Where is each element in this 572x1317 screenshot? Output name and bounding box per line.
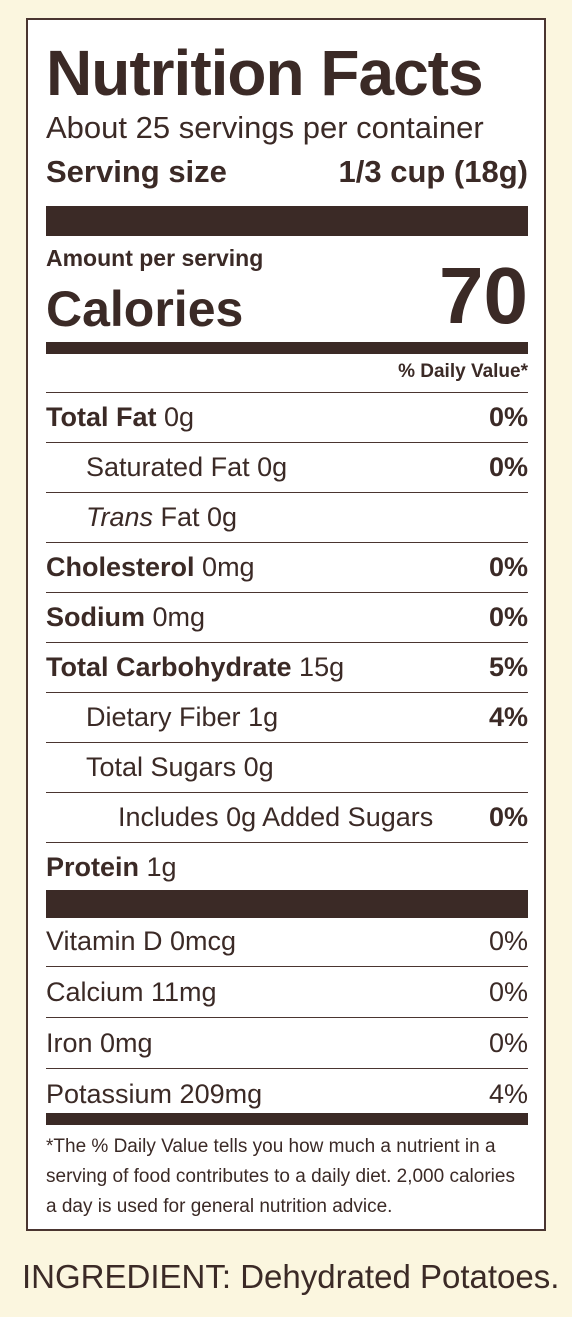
nutrient-name: Saturated Fat [86, 452, 250, 482]
nutrient-amount: 1g [146, 852, 177, 882]
nutrient-dv: 4% [488, 702, 528, 732]
nutrient-amount: Fat 0g [160, 502, 238, 532]
nutrient-dv: 0% [488, 602, 528, 632]
nutrient-row-protein: Protein 1g [46, 842, 528, 892]
servings-per-container: About 25 servings per container [46, 110, 484, 145]
nutrient-name: Trans [86, 502, 154, 532]
serving-size-label: Serving size [46, 154, 227, 189]
nutrient-name: Cholesterol [46, 552, 195, 582]
nutrient-dv: 0% [488, 802, 528, 832]
vitamin-row-iron: Iron 0mg 0% [46, 1018, 528, 1069]
nutrient-amount: 0mg [202, 552, 255, 582]
nutrient-dv: 0% [488, 552, 528, 582]
thick-divider [46, 890, 528, 918]
vitamin-dv: 0% [488, 976, 528, 1007]
calories-value: 70 [439, 251, 528, 340]
vitamin-text: Calcium 11mg [46, 976, 217, 1007]
nutrient-dv: 0% [488, 402, 528, 432]
serving-size-row: Serving size 1/3 cup (18g) [46, 154, 528, 190]
nutrient-amount: 0g [257, 452, 288, 482]
vitamin-dv: 4% [488, 1079, 528, 1109]
medium-divider [46, 1113, 528, 1125]
nutrient-name: Dietary Fiber [86, 702, 241, 732]
nutrient-row-sodium: Sodium 0mg 0% [46, 592, 528, 642]
vitamin-row-vitamin-d: Vitamin D 0mcg 0% [46, 916, 528, 967]
amount-per-serving: Amount per serving [46, 245, 264, 271]
vitamin-dv: 0% [488, 925, 528, 956]
vitamin-text: Vitamin D 0mcg [46, 925, 237, 956]
nutrient-dv: 5% [488, 652, 528, 682]
nutrient-row-trans-fat: Trans Fat 0g [46, 492, 528, 542]
calories-row: Calories 70 [46, 254, 528, 338]
serving-size-value: 1/3 cup (18g) [338, 154, 529, 189]
vitamin-row-calcium: Calcium 11mg 0% [46, 967, 528, 1018]
nutrient-name: Protein [46, 852, 140, 882]
nutrient-name: Sodium [46, 602, 145, 632]
medium-divider [46, 342, 528, 354]
nutrient-amount: 1g [248, 702, 279, 732]
nutrient-row-total-sugars: Total Sugars 0g [46, 742, 528, 792]
nutrient-amount: 0g [164, 402, 195, 432]
thick-divider [46, 206, 528, 236]
nutrient-row-total-carbohydrate: Total Carbohydrate 15g 5% [46, 642, 528, 692]
nutrient-name: Total Fat [46, 402, 157, 432]
label-title: Nutrition Facts [46, 37, 484, 109]
vitamin-text: Iron 0mg [46, 1027, 153, 1058]
nutrient-amount: 0g [243, 752, 274, 782]
daily-value-header: % Daily Value* [398, 361, 528, 382]
vitamin-list: Vitamin D 0mcg 0% Calcium 11mg 0% Iron 0… [46, 916, 528, 1120]
nutrient-row-saturated-fat: Saturated Fat 0g 0% [46, 442, 528, 492]
vitamin-dv: 0% [488, 1027, 528, 1058]
nutrient-row-cholesterol: Cholesterol 0mg 0% [46, 542, 528, 592]
nutrient-amount: 15g [299, 652, 345, 682]
nutrient-row-added-sugars: Includes 0g Added Sugars 0% [46, 792, 528, 842]
vitamin-row-potassium: Potassium 209mg 4% [46, 1069, 528, 1120]
nutrient-row-total-fat: Total Fat 0g 0% [46, 392, 528, 442]
nutrient-dv: 0% [488, 452, 528, 482]
nutrient-row-dietary-fiber: Dietary Fiber 1g 4% [46, 692, 528, 742]
nutrition-facts-label: Nutrition Facts About 25 servings per co… [26, 18, 546, 1231]
nutrient-name: Total Sugars [86, 752, 237, 782]
nutrient-name: Total Carbohydrate [46, 652, 292, 682]
nutrient-list: Total Fat 0g 0% Saturated Fat 0g 0% Tran… [46, 392, 528, 842]
footnote: *The % Daily Value tells you how much a … [46, 1136, 515, 1217]
ingredient-statement: INGREDIENT: Dehydrated Potatoes. [22, 1258, 560, 1295]
nutrient-amount: 0mg [152, 602, 206, 632]
calories-label: Calories [46, 281, 244, 337]
vitamin-text: Potassium 209mg [46, 1079, 263, 1109]
nutrient-name: Includes 0g Added Sugars [118, 802, 434, 832]
